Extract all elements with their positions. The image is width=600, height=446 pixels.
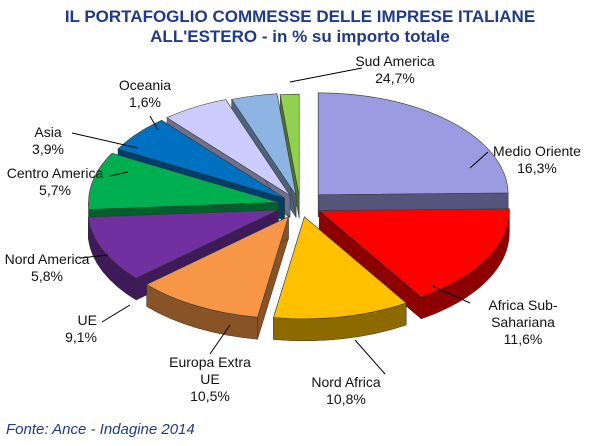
leader-line-0 (289, 67, 363, 83)
slice-value-label: 16,3% (517, 160, 557, 176)
slice-name-label: Centro America (7, 165, 104, 181)
slice-label-4: Europa Extra UE 10,5% (169, 354, 251, 404)
slice-label-9: Oceania 1,6% (119, 77, 171, 110)
slice-name-label: UE (200, 371, 219, 387)
slice-value-label: 5,8% (31, 268, 63, 284)
slice-name-label: Sahariana (491, 314, 555, 330)
slice-value-label: 24,7% (375, 70, 415, 86)
pie-slice-sud-america (317, 92, 509, 196)
leader-line-2 (429, 284, 471, 304)
slice-name-label: Nord Africa (311, 374, 380, 390)
pie-slice-nord-africa (146, 216, 289, 318)
pie-slice-oceania (279, 93, 300, 197)
leader-line-1 (469, 151, 489, 169)
slice-value-label: 9,1% (65, 329, 97, 345)
pie-slice-europa-extra-ue (87, 209, 279, 279)
slice-label-6: Nord America 5,8% (5, 251, 90, 284)
slice-name-label: Africa Sub- (488, 297, 558, 313)
slice-value-label: 3,9% (32, 141, 64, 157)
leader-line-9 (149, 115, 159, 131)
leader-line-7 (109, 171, 129, 177)
slice-name-label: Oceania (119, 77, 171, 93)
slice-name-label: Asia (34, 124, 61, 140)
slice-name-label: Nord America (5, 251, 90, 267)
slice-value-label: 10,5% (190, 388, 230, 404)
slice-value-label: 5,7% (39, 182, 71, 198)
leader-line-3 (354, 339, 386, 375)
slice-value-label: 1,6% (129, 94, 161, 110)
pie-slice-asia (231, 93, 297, 196)
pie-slice-africa-sub-sahariana (273, 216, 407, 320)
pie-slice-medio-oriente (318, 208, 510, 298)
slice-name-label: UE (78, 312, 97, 328)
slice-label-0: Sud America 24,7% (355, 53, 435, 86)
slice-label-3: Nord Africa 10,8% (311, 374, 380, 407)
slice-label-1: Medio Oriente 16,3% (493, 143, 581, 176)
pie-slice-nord-america (117, 119, 285, 199)
slice-name-label: Sud America (355, 53, 435, 69)
leader-line-6 (79, 254, 109, 259)
slice-label-5: UE 9,1% (65, 312, 97, 345)
pie-slice-ue (88, 152, 279, 210)
slice-name-label: Medio Oriente (493, 143, 581, 159)
slice-label-2: Africa Sub-Sahariana 11,6% (488, 297, 558, 347)
pie-slice-centro-america (166, 99, 291, 196)
source-note: Fonte: Ance - Indagine 2014 (6, 421, 195, 438)
slice-label-7: Centro America 5,7% (7, 165, 104, 198)
leader-line-5 (101, 304, 131, 323)
leader-line-4 (209, 324, 231, 355)
slice-value-label: 11,6% (504, 331, 543, 347)
slice-value-label: 10,8% (326, 391, 366, 407)
leader-line-8 (71, 132, 139, 149)
chart-title-line2: ALL'ESTERO - in % su importo totale (150, 27, 450, 46)
slice-name-label: Europa Extra (169, 354, 251, 370)
slice-label-8: Asia 3,9% (32, 124, 64, 157)
chart-title-line1: IL PORTAFOGLIO COMMESSE DELLE IMPRESE IT… (64, 7, 536, 26)
